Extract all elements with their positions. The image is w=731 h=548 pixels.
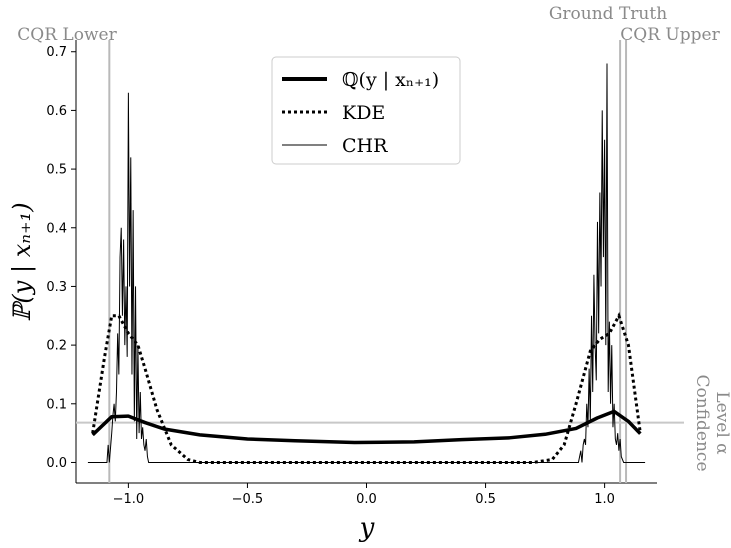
y-tick-label: 0.1 [46, 397, 67, 412]
series-q-line [91, 409, 642, 445]
series-kde-line [91, 311, 642, 464]
y-tick-label: 0.6 [46, 104, 67, 119]
x-tick-label: 0.0 [356, 492, 377, 507]
x-axis-label: y [359, 513, 375, 543]
y-tick-label: 0.5 [46, 163, 67, 178]
legend-q-label: ℚ(y | xₙ₊₁) [342, 69, 439, 91]
ground-truth-label: Ground Truth [549, 4, 667, 24]
y-tick-label: 0.3 [46, 280, 67, 295]
y-tick-label: 0.2 [46, 339, 67, 354]
legend: ℚ(y | xₙ₊₁) KDE CHR [271, 56, 461, 165]
confidence-label-line1: Confidence [692, 374, 712, 471]
y-axis-label: ℙ(y | xₙ₊₁) [8, 202, 37, 321]
confidence-level-label: Confidence Level α [692, 374, 731, 471]
legend-chr-label: CHR [342, 135, 388, 157]
cqr-lower-label: CQR Lower [17, 25, 117, 45]
x-tick-label: 1.0 [594, 492, 615, 507]
y-axis-label-group: ℙ(y | xₙ₊₁) [8, 202, 37, 321]
y-tick-label: 0.0 [46, 456, 67, 471]
y-tick-label: 0.7 [46, 45, 67, 60]
series-layer [87, 63, 646, 464]
legend-kde-label: KDE [342, 102, 385, 124]
confidence-label-line2: Level α [712, 391, 731, 455]
x-tick-label: −0.5 [232, 492, 264, 507]
axis-ticks: −1.0 −0.5 0.0 0.5 1.0 0.0 0.1 0.2 0.3 0.4 0.5 0.6 0.… [46, 45, 615, 507]
cqr-upper-label: CQR Upper [620, 25, 720, 45]
legend-box [271, 56, 461, 165]
x-tick-label: −1.0 [113, 492, 145, 507]
reference-lines [76, 40, 684, 483]
series-chr-line [87, 63, 646, 463]
y-tick-label: 0.4 [46, 221, 67, 236]
x-tick-label: 0.5 [475, 492, 496, 507]
